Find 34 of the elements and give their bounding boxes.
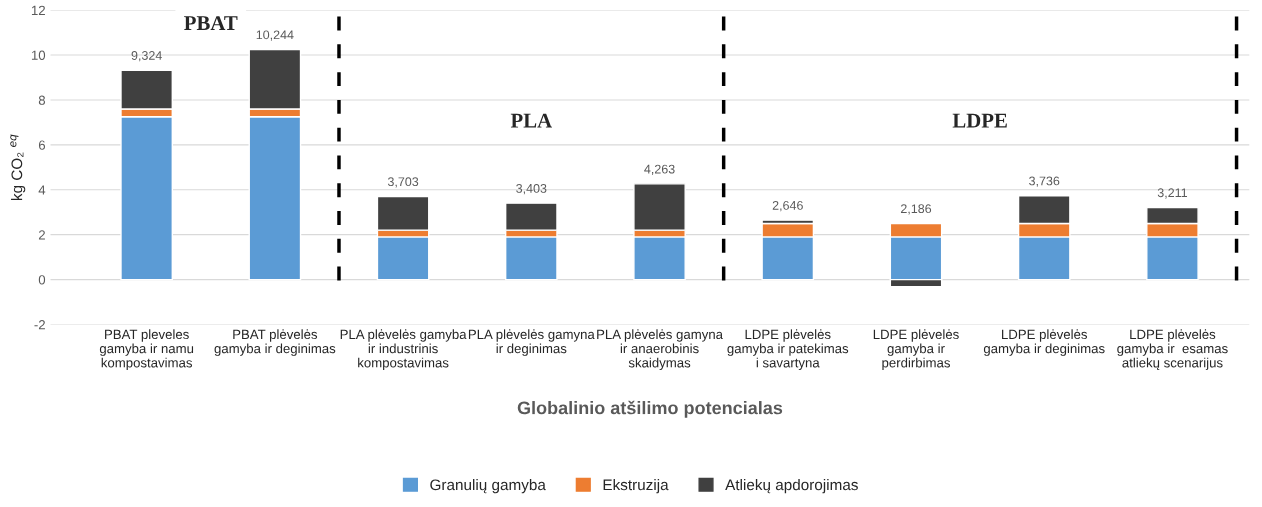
total-label: 10,244 — [256, 30, 294, 41]
annotation: PBAT — [184, 16, 238, 30]
total-label: 9,324 — [131, 51, 162, 62]
total-label: 3,703 — [387, 177, 419, 188]
x-tick-label: LDPE plėvelės gamyba ir esamas atliekų scenarijus — [1117, 329, 1228, 371]
x-axis-title: Globalinio atšilimo potencialas — [517, 400, 783, 418]
y-tick-label: -2 — [34, 320, 45, 330]
x-tick-label: PLA plėvelės gamyba ir industrinis kompostavimas — [340, 329, 467, 371]
total-label: 3,736 — [1029, 176, 1060, 187]
total-label: 2,186 — [900, 204, 932, 215]
y-tick-label: 0 — [38, 275, 46, 285]
y-tick-label: 2 — [38, 230, 45, 240]
y-tick-label: 10 — [31, 50, 46, 60]
y-tick-label: 12 — [31, 5, 45, 15]
total-label: 4,263 — [644, 164, 675, 176]
y-axis-title: kg CO₂ $^{eq}$ — [10, 134, 26, 201]
legend-label: Granulių gamyba — [430, 478, 546, 494]
legend-label: Atliekų apdorojimas — [725, 478, 858, 494]
total-label: 3,211 — [1157, 188, 1188, 199]
y-tick-label: 4 — [38, 185, 46, 195]
x-tick-label: PBAT pleveles gamyba ir namu kompostavimas — [99, 329, 194, 371]
total-label: 2,646 — [772, 200, 803, 212]
annotation: LDPE — [952, 113, 1007, 128]
x-tick-label: LDPE plėvelės gamyba ir deginimas — [983, 329, 1105, 356]
x-tick-label: PBAT plėvelės gamyba ir deginimas — [214, 329, 336, 356]
x-tick-label: PLA plėvelės gamyna ir deginimas — [468, 329, 595, 356]
x-tick-label: LDPE plėvelės gamyba ir patekimas i savartyna — [727, 329, 849, 371]
total-label: 3,403 — [516, 183, 547, 195]
x-tick-label: LDPE plėvelės gamyba ir perdirbimas — [873, 329, 959, 371]
y-tick-label: 8 — [38, 95, 46, 105]
x-tick-label: PLA plėvelės gamyna ir anaerobinis skaidymas — [597, 329, 723, 371]
y-tick-label: 6 — [38, 140, 46, 150]
legend-label: Ekstruzija — [603, 478, 669, 494]
annotation: PLA — [510, 113, 552, 128]
